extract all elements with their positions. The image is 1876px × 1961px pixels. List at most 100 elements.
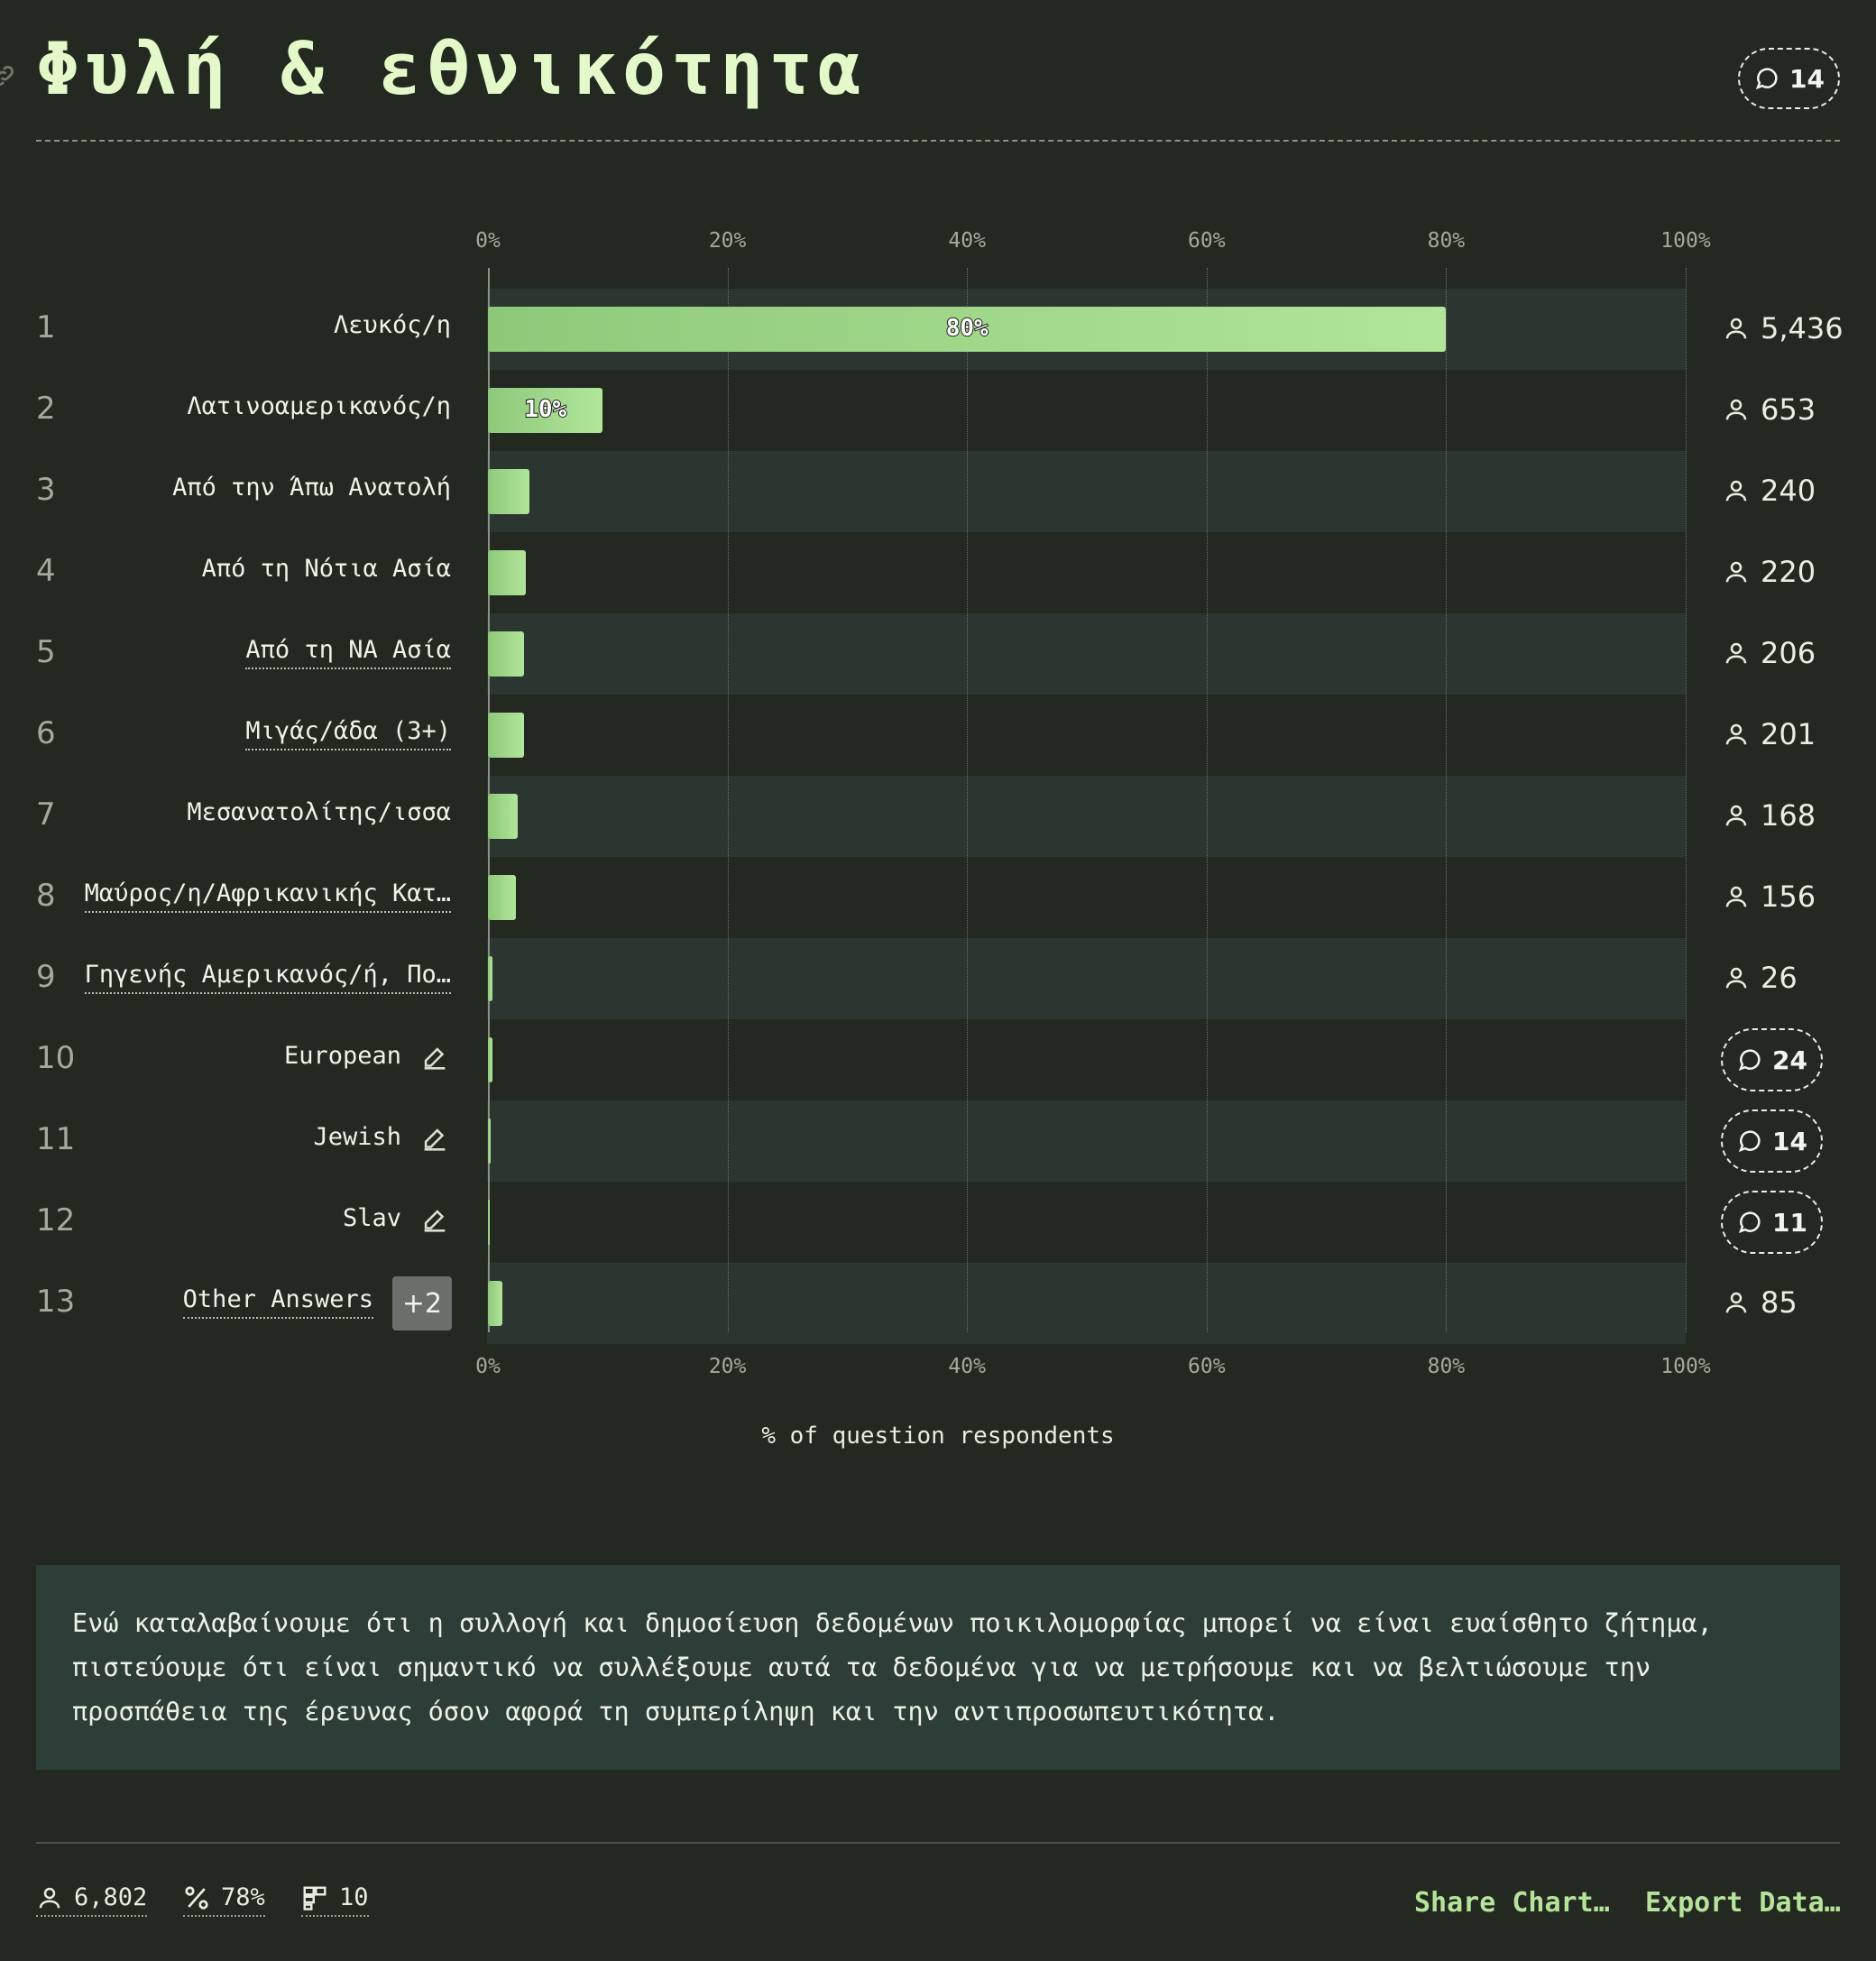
bar (488, 1281, 502, 1326)
row-label: Μεσανατολίτης/ισσα (187, 798, 451, 826)
bar (488, 1037, 492, 1082)
user-icon (1725, 805, 1747, 826)
row-number: 9 (36, 959, 56, 995)
comment-icon (1738, 1049, 1761, 1072)
count-value: 5,436 (1761, 311, 1844, 345)
row-stripe (487, 370, 1686, 451)
comments-button[interactable]: 24 (1721, 1028, 1823, 1091)
user-icon (1725, 1292, 1747, 1313)
edit-icon[interactable] (419, 1043, 450, 1073)
options-stat[interactable]: 10 (301, 1883, 369, 1917)
row-label[interactable]: Από τη ΝΑ Ασία (245, 636, 451, 669)
link-icon[interactable] (0, 63, 16, 88)
count-value: 85 (1761, 1285, 1798, 1320)
count-value: 653 (1761, 392, 1816, 427)
row-number: 2 (36, 391, 56, 427)
bar (488, 1200, 490, 1245)
x-tick-label: 80% (1427, 229, 1466, 253)
footer-divider (36, 1842, 1840, 1844)
bar (488, 388, 603, 433)
respondent-count: 5,436 (1723, 311, 1844, 345)
respondent-count: 206 (1723, 636, 1816, 670)
x-axis-label: % of question respondents (761, 1422, 1115, 1450)
x-tick-label: 100% (1660, 1355, 1711, 1378)
row-stripe (487, 613, 1686, 695)
export-data-button[interactable]: Export Data… (1645, 1887, 1841, 1919)
respondent-count: 85 (1723, 1285, 1798, 1320)
comments-button[interactable]: 14 (1721, 1109, 1823, 1173)
percent-stat[interactable]: 78% (183, 1883, 265, 1917)
comment-count: 14 (1772, 1126, 1807, 1156)
respondent-count: 220 (1723, 555, 1816, 589)
row-label[interactable]: Other Answers (182, 1285, 373, 1319)
row-stripe (487, 1182, 1686, 1263)
bar (488, 631, 524, 677)
row-stripe (487, 938, 1686, 1019)
percent-icon (185, 1885, 208, 1910)
row-label: Λατινοαμερικανός/η (187, 392, 451, 420)
bar (488, 956, 493, 1001)
bar (488, 550, 527, 595)
row-label: Slav (342, 1204, 401, 1232)
row-number: 7 (36, 796, 56, 833)
gridline (1206, 268, 1208, 1332)
user-icon (1725, 318, 1747, 339)
options-icon (303, 1886, 326, 1910)
row-number: 8 (36, 878, 56, 914)
bar (488, 794, 519, 839)
user-icon (1725, 967, 1747, 989)
row-stripe (487, 1263, 1686, 1344)
respondent-count: 240 (1723, 474, 1816, 508)
row-number: 11 (36, 1121, 76, 1157)
comment-count: 11 (1772, 1207, 1807, 1238)
share-chart-button[interactable]: Share Chart… (1414, 1887, 1610, 1919)
row-number: 13 (36, 1284, 76, 1320)
gridline (1686, 268, 1687, 1332)
percent-value: 78% (221, 1883, 265, 1911)
row-stripe (487, 1100, 1686, 1182)
respondent-count: 156 (1723, 879, 1816, 914)
x-tick-label: 60% (1188, 229, 1226, 253)
respondent-count: 168 (1723, 798, 1816, 833)
row-label: Jewish (313, 1123, 401, 1151)
edit-icon[interactable] (419, 1124, 450, 1155)
x-tick-label: 40% (948, 229, 986, 253)
comments-button[interactable]: 11 (1721, 1191, 1823, 1254)
respondents-stat[interactable]: 6,802 (36, 1883, 148, 1917)
x-tick-label: 60% (1188, 1355, 1226, 1378)
count-value: 220 (1761, 555, 1816, 589)
count-value: 156 (1761, 879, 1816, 914)
user-icon (1725, 723, 1747, 745)
respondents-count: 6,802 (74, 1883, 148, 1911)
row-label[interactable]: Γηγενής Αμερικανός/ή, Πο… (84, 961, 451, 994)
row-label: Από τη Νότια Ασία (201, 555, 451, 583)
gridline (967, 268, 969, 1332)
row-stripe (487, 695, 1686, 776)
row-stripe (487, 451, 1686, 532)
edit-icon[interactable] (419, 1205, 450, 1236)
more-answers-button[interactable]: +2 (392, 1276, 452, 1330)
row-number: 12 (36, 1202, 76, 1238)
row-number: 6 (36, 715, 56, 751)
row-label[interactable]: Μαύρος/η/Αφρικανικής Κατ… (84, 879, 451, 913)
info-note: Ενώ καταλαβαίνουμε ότι η συλλογή και δημ… (36, 1565, 1840, 1770)
row-stripe (487, 857, 1686, 938)
bar (488, 469, 530, 514)
x-tick-label: 20% (708, 1355, 747, 1378)
comments-button[interactable]: 14 (1738, 48, 1840, 109)
comment-count: 14 (1789, 63, 1825, 94)
x-tick-label: 0% (475, 1355, 501, 1378)
count-value: 240 (1761, 474, 1816, 508)
row-stripe (487, 532, 1686, 613)
row-label[interactable]: Μιγάς/άδα (3+) (245, 717, 451, 750)
count-value: 26 (1761, 961, 1798, 995)
comment-icon (1738, 1211, 1761, 1234)
row-number: 10 (36, 1040, 76, 1076)
count-value: 206 (1761, 636, 1816, 670)
bar (488, 875, 516, 920)
user-icon (1725, 480, 1747, 502)
gridline (727, 268, 729, 1332)
row-label: Λευκός/η (333, 311, 451, 339)
respondent-count: 653 (1723, 392, 1816, 427)
row-label: European (283, 1042, 401, 1070)
